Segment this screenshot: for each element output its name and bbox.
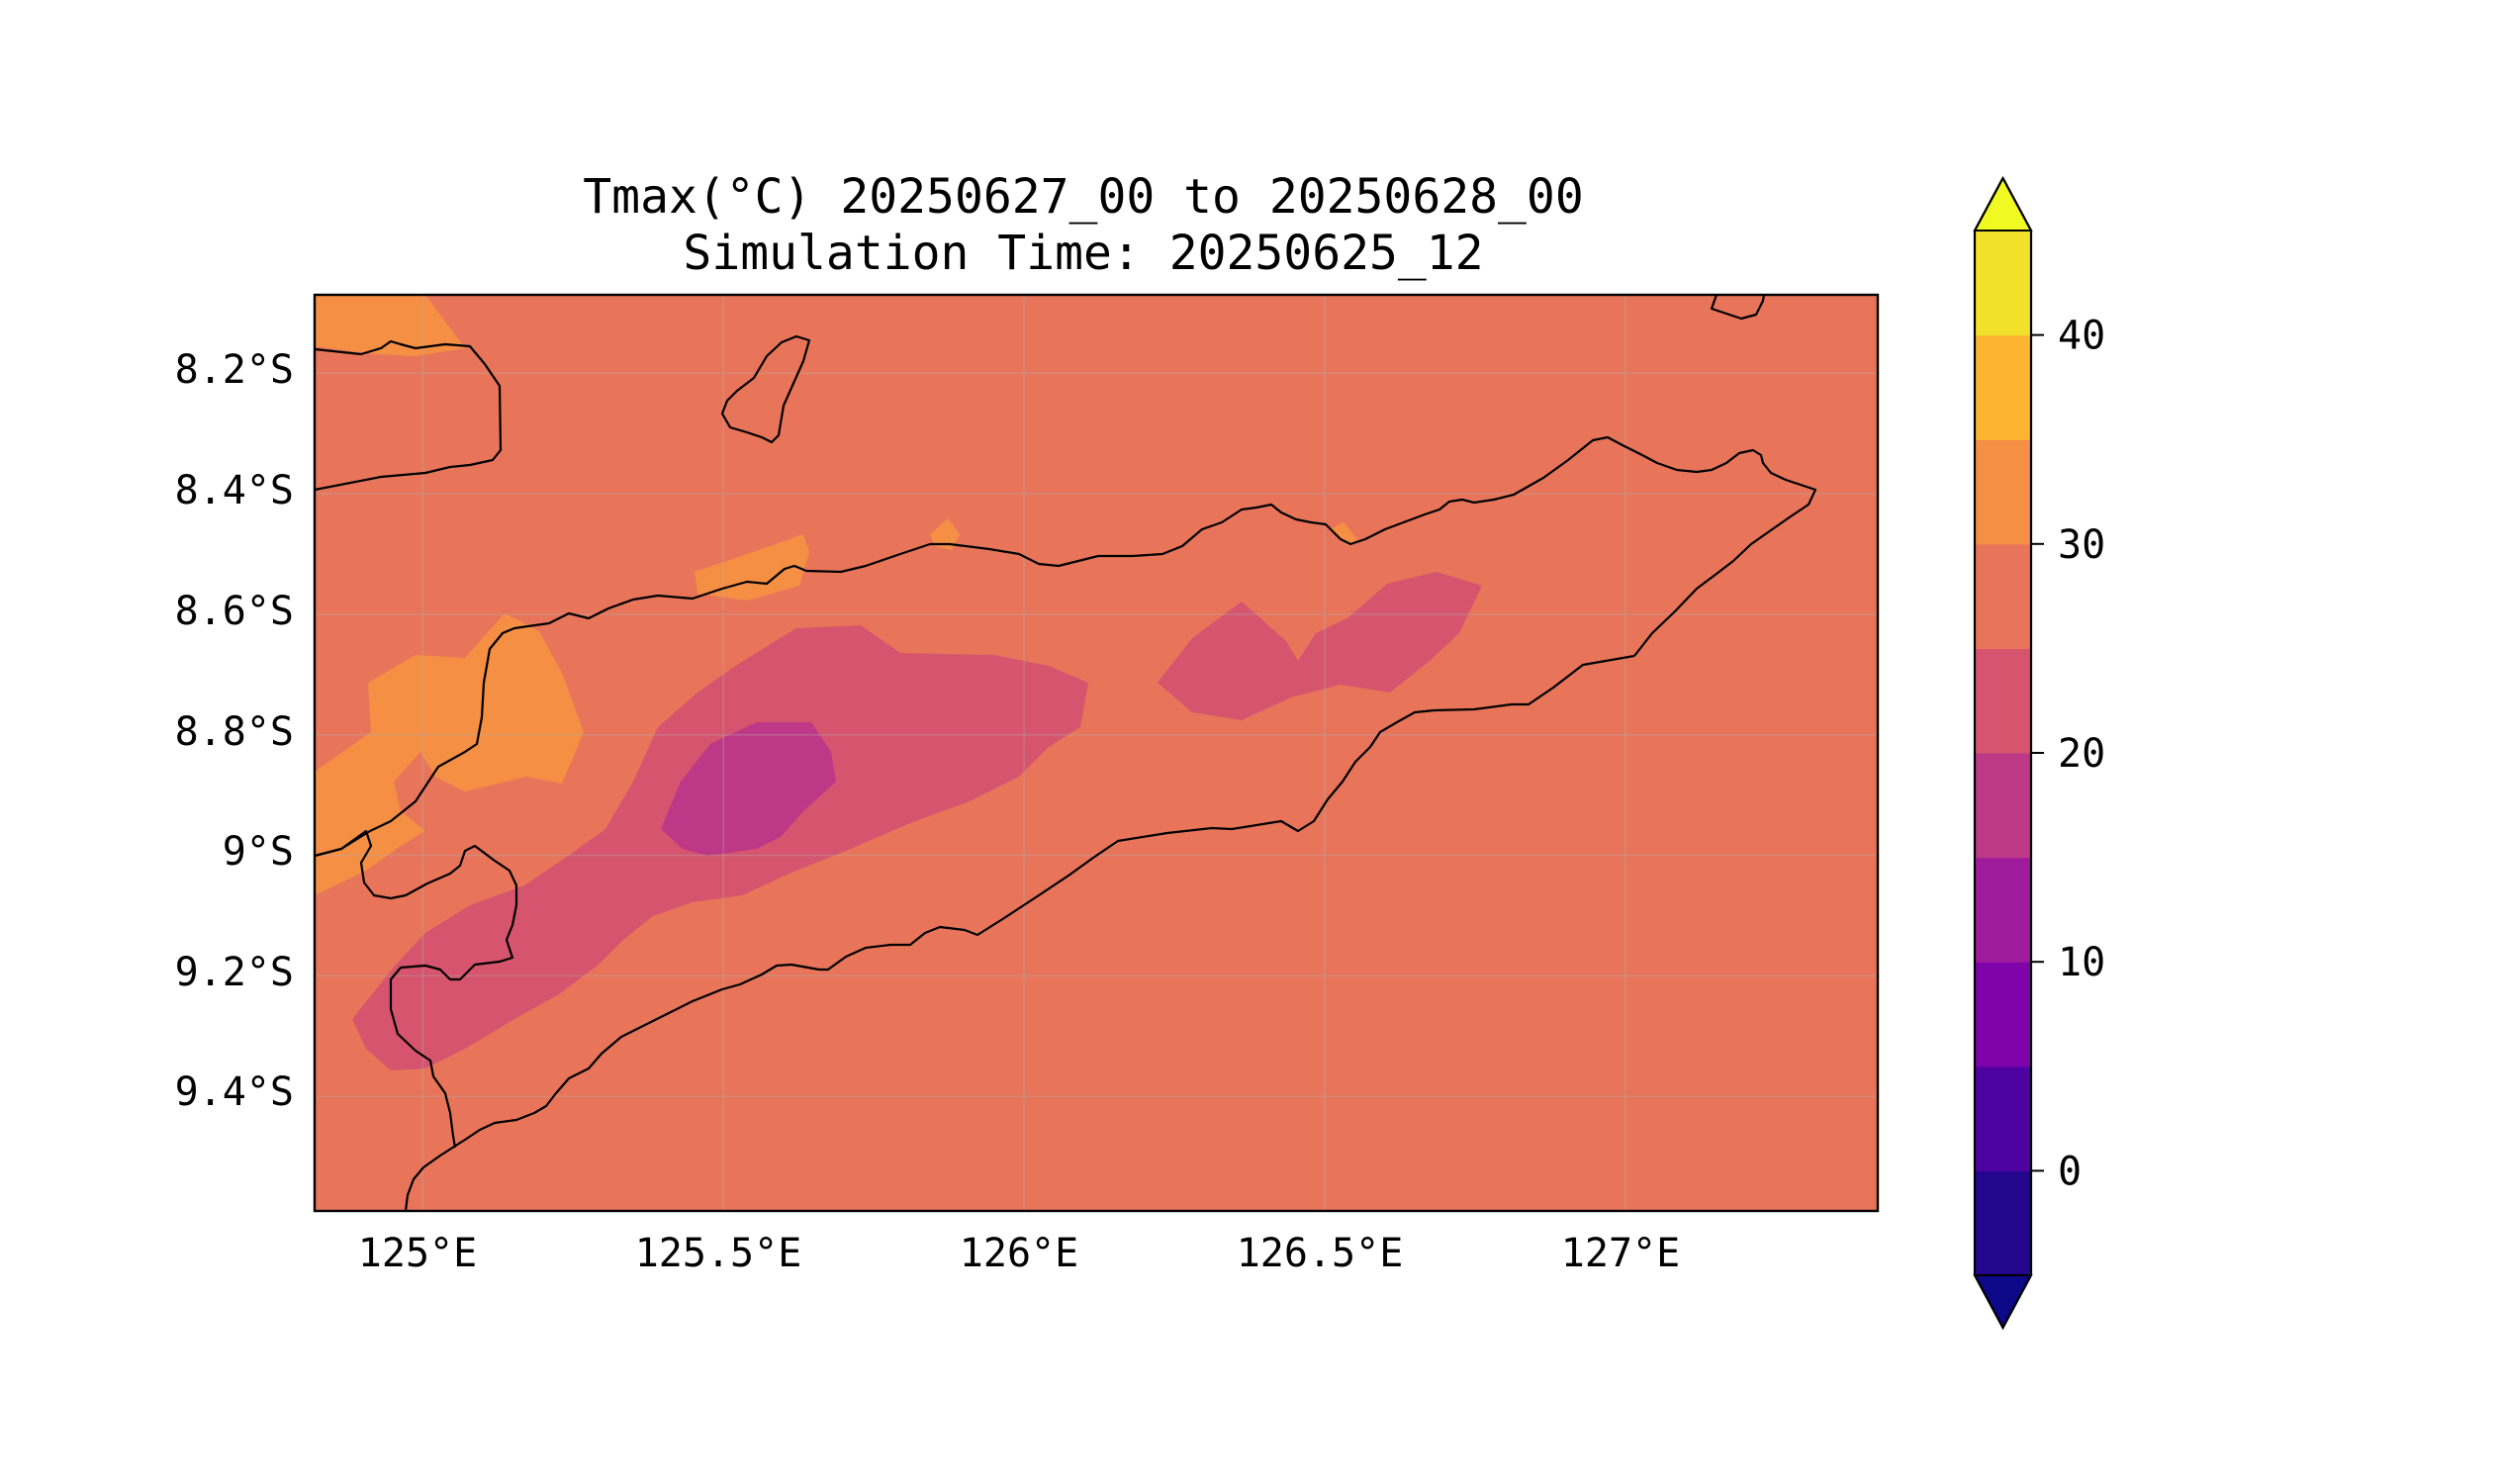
temperature-field-background — [315, 295, 1878, 1211]
lon-tick-label: 125°E — [358, 1231, 477, 1276]
colorbar-bin — [1975, 648, 2031, 754]
coastline-kisar-island — [1710, 295, 1766, 321]
colorbar-bin — [1975, 1170, 2031, 1276]
lat-tick-label: 9.4°S — [175, 1069, 294, 1115]
colorbar-extend-min-triangle — [1973, 1274, 2033, 1331]
colorbar-tick-label: 0 — [2058, 1149, 2082, 1194]
colorbar-bin — [1975, 1066, 2031, 1171]
map-axes: 8.2°S 8.4°S 8.6°S 8.8°S 9°S 9.2°S 9.4°S … — [175, 293, 1880, 1276]
lat-tick-label: 8.2°S — [175, 347, 294, 393]
lat-tick-label: 9.2°S — [175, 950, 294, 995]
colorbar-bin — [1975, 543, 2031, 649]
lat-tick-labels: 8.2°S 8.4°S 8.6°S 8.8°S 9°S 9.2°S 9.4°S — [175, 347, 294, 1115]
map-title-line-1: Tmax(°C) 20250627_00 to 20250628_00 — [583, 169, 1583, 225]
colorbar-bins — [1975, 231, 2031, 1276]
colorbar-bin — [1975, 857, 2031, 963]
colorbar-bin — [1975, 231, 2031, 336]
colorbar-tick-labels: 0 10 20 30 40 — [2058, 314, 2105, 1195]
lon-tick-label: 126°E — [960, 1231, 1078, 1276]
colorbar-extend-max-triangle — [1973, 175, 2033, 232]
coastlines — [315, 295, 1817, 1211]
coastline-timor-north — [315, 435, 1817, 858]
colorbar-bin — [1975, 962, 2031, 1067]
lon-tick-label: 127°E — [1561, 1231, 1680, 1276]
coastline-atauro-island — [720, 334, 811, 444]
coastline-timor-south — [404, 654, 1635, 1211]
warm-band-northwest — [315, 295, 465, 356]
colorbar-bin — [1975, 753, 2031, 859]
map-frame — [313, 293, 1880, 1213]
cool-band-east — [1158, 572, 1482, 720]
lat-tick-label: 8.6°S — [175, 589, 294, 634]
colorbar-tick-label: 40 — [2058, 314, 2105, 359]
map-title-line-2: Simulation Time: 20250625_12 — [683, 226, 1483, 281]
warm-band-small-1 — [930, 518, 960, 550]
colorbar-outline — [1973, 177, 2033, 1331]
colorbar: 0 10 20 30 40 — [1973, 175, 2105, 1331]
lon-tick-label: 125.5°E — [635, 1231, 802, 1276]
coastline-wetar-island — [315, 339, 503, 492]
colorbar-tick-label: 20 — [2058, 731, 2105, 777]
map-field — [315, 295, 1878, 1211]
colorbar-bin — [1975, 334, 2031, 440]
cool-band-core — [661, 722, 836, 856]
colorbar-bin — [1975, 439, 2031, 545]
lat-tick-label: 8.8°S — [175, 709, 294, 755]
warm-band-north-coast — [695, 534, 809, 601]
coastline-oecusse — [315, 829, 518, 1149]
colorbar-tick-label: 30 — [2058, 522, 2105, 568]
lat-tick-label: 9°S — [223, 829, 294, 875]
lon-tick-label: 126.5°E — [1237, 1231, 1404, 1276]
warm-band-small-2 — [1331, 522, 1357, 546]
lat-tick-label: 8.4°S — [175, 468, 294, 513]
colorbar-tick-label: 10 — [2058, 940, 2105, 985]
lon-tick-labels: 125°E 125.5°E 126°E 126.5°E 127°E — [358, 1231, 1680, 1276]
gridlines — [315, 295, 1878, 1211]
colorbar-ticks — [2031, 333, 2044, 1172]
